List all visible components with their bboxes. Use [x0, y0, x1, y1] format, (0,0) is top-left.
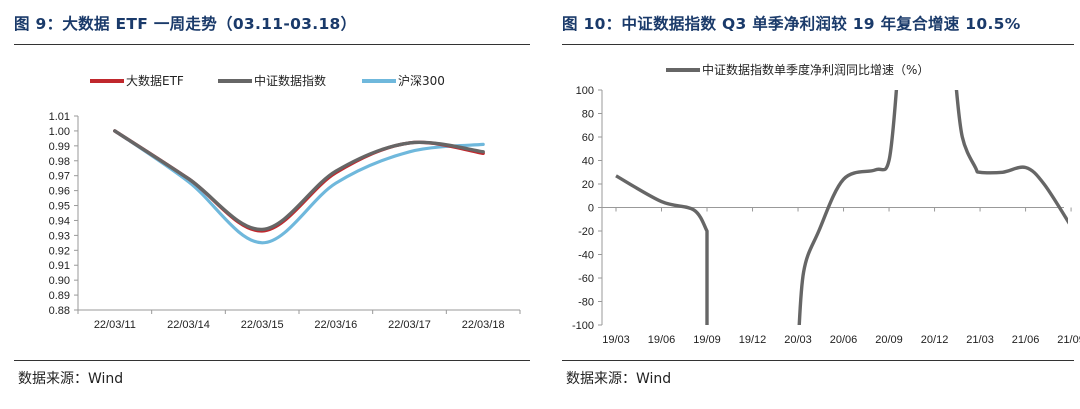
legend: 大数据ETF 中证数据指数 沪深300	[90, 73, 445, 88]
x-tick-label: 20/03	[784, 334, 812, 346]
x-tick-label: 22/03/14	[167, 319, 210, 331]
series-line	[113, 129, 485, 233]
x-tick-label: 19/12	[739, 334, 767, 346]
y-tick-label: 0.96	[49, 186, 70, 198]
x-tick-label: 22/03/15	[241, 319, 284, 331]
series-group	[615, 90, 1068, 325]
y-tick-label: 0.89	[49, 290, 70, 302]
y-tick-label: -40	[578, 250, 594, 262]
source-rule	[14, 360, 530, 361]
y-tick-label: -60	[578, 273, 594, 285]
series-line	[797, 90, 899, 325]
x-tick-label: 20/09	[875, 334, 903, 346]
x-tick-label: 20/12	[921, 334, 949, 346]
x-tick-label: 21/03	[966, 334, 994, 346]
y-tick-label: -100	[572, 320, 594, 332]
x-tick-label: 22/03/18	[462, 319, 505, 331]
chart-profit-growth: 100 80 60 40 20 0 -20 -40 -60 -80 -100 19/03 19/06 19…	[572, 62, 1080, 346]
chart-title: 图 10：中证数据指数 Q3 单季净利润较 19 年复合增速 10.5%	[562, 15, 1021, 33]
y-tick-label: 0.92	[49, 245, 70, 257]
y-tick-label: 0.98	[49, 156, 70, 168]
y-tick-label: 0.94	[49, 215, 70, 227]
x-tick-label: 22/03/16	[314, 319, 357, 331]
panel-profit-growth: 图 10：中证数据指数 Q3 单季净利润较 19 年复合增速 10.5% 100…	[548, 0, 1080, 409]
y-tick-label: 1.01	[49, 111, 70, 123]
y-tick-label: 0.95	[49, 201, 70, 213]
series-line	[113, 129, 485, 245]
title-rule	[14, 44, 530, 45]
source-note: 数据来源：Wind	[18, 371, 124, 387]
panel-etf-weekly: 图 9：大数据 ETF 一周走势（03.11-03.18） 1.01 1.00 0.…	[0, 0, 536, 409]
x-tick-label: 21/09	[1057, 334, 1080, 346]
y-tick-label: 0.97	[49, 171, 70, 183]
y-tick-label: 20	[582, 179, 594, 191]
legend-label: 中证数据指数	[254, 73, 326, 88]
source-rule	[562, 360, 1074, 361]
y-tick-label: 40	[582, 156, 594, 168]
y-tick-label: 100	[576, 85, 594, 97]
x-tick-label: 19/06	[648, 334, 676, 346]
x-tick-label: 22/03/11	[94, 319, 136, 331]
x-tick-label: 21/06	[1012, 334, 1040, 346]
x-tick-label: 20/06	[830, 334, 858, 346]
legend-label: 沪深300	[398, 74, 445, 88]
series-line	[615, 174, 709, 325]
legend-label: 中证数据指数单季度净利润同比增速（%）	[702, 62, 929, 77]
y-tick-label: 0.99	[49, 141, 70, 153]
y-tick-label: 80	[582, 109, 594, 121]
source-note: 数据来源：Wind	[566, 371, 672, 387]
y-tick-label: -80	[578, 297, 594, 309]
title-rule	[562, 44, 1074, 45]
y-tick-label: 1.00	[49, 126, 70, 138]
legend: 中证数据指数单季度净利润同比增速（%）	[666, 62, 929, 77]
series-line	[954, 90, 1068, 225]
x-tick-label: 19/09	[693, 334, 721, 346]
y-tick-label: 0.90	[49, 275, 70, 287]
y-tick-label: 0.91	[49, 260, 70, 272]
legend-label: 大数据ETF	[126, 73, 184, 88]
series-line	[113, 129, 485, 232]
y-tick-label: 60	[582, 132, 594, 144]
chart-title: 图 9：大数据 ETF 一周走势（03.11-03.18）	[14, 15, 357, 33]
x-tick-label: 22/03/17	[388, 319, 431, 331]
chart-etf-weekly: 1.01 1.00 0.99 0.98 0.97 0.96 0.95 0.94 0.93 0.92…	[49, 73, 521, 331]
y-tick-label: 0.93	[49, 230, 70, 242]
x-tick-label: 19/03	[602, 334, 630, 346]
y-tick-label: -20	[578, 226, 594, 238]
y-tick-label: 0	[588, 203, 594, 215]
y-tick-label: 0.88	[49, 305, 70, 317]
